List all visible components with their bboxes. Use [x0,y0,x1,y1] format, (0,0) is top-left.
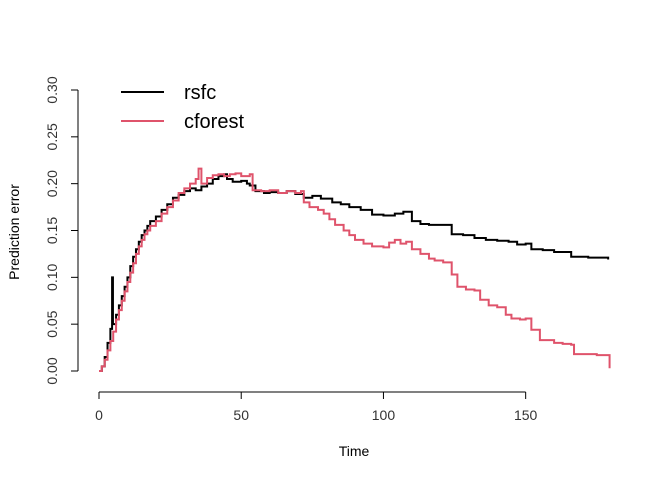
y-axis: 0.00 0.05 0.10 0.15 0.20 0.25 0.30 [44,76,79,385]
y-tick-label: 0.30 [44,76,60,103]
x-tick-label: 0 [95,407,103,423]
legend-label-rsfc: rsfc [184,82,216,104]
y-tick-label: 0.05 [44,310,60,337]
y-tick-label: 0.25 [44,123,60,150]
x-tick-label: 100 [372,407,396,423]
x-tick-label: 50 [233,407,249,423]
x-tick-label: 150 [514,407,538,423]
y-axis-title: Prediction error [6,184,22,280]
y-tick-label: 0.00 [44,357,60,384]
y-tick-label: 0.20 [44,170,60,197]
y-tick-label: 0.10 [44,263,60,290]
legend: rsfc cforest [121,82,244,133]
x-axis: 0 50 100 150 [95,391,538,423]
series-line-rsfc [99,173,610,372]
series-line-cforest [99,167,611,372]
x-axis-title: Time [339,443,370,459]
series-layer [99,167,611,372]
legend-label-cforest: cforest [184,111,244,133]
y-tick-label: 0.15 [44,217,60,244]
